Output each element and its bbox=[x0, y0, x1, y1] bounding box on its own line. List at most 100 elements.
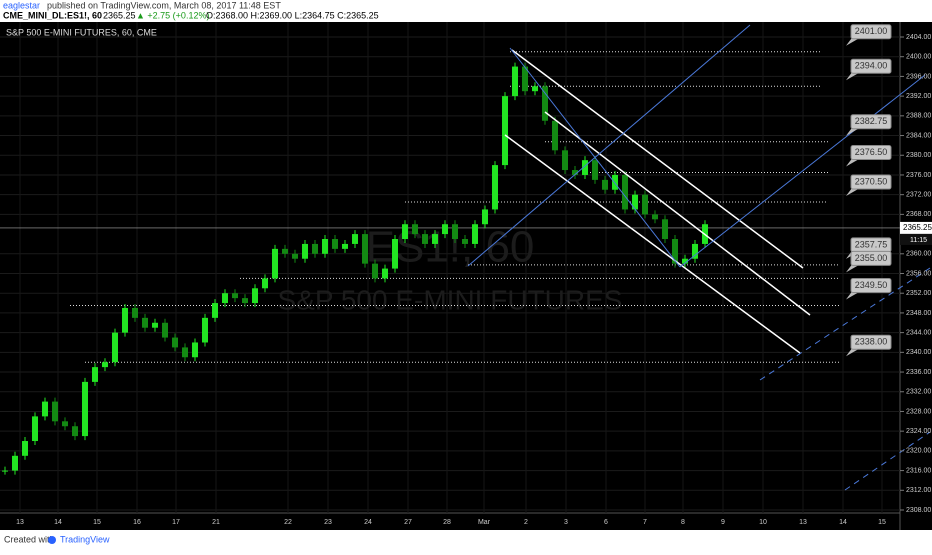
y-tick-label: 2360.00 bbox=[906, 251, 931, 258]
candle bbox=[492, 165, 498, 210]
level-callout bbox=[850, 58, 892, 74]
x-tick-label: 13 bbox=[799, 519, 807, 526]
y-tick-label: 2316.00 bbox=[906, 467, 931, 474]
candle bbox=[102, 362, 108, 368]
x-tick-label: 3 bbox=[564, 519, 568, 526]
watermark-symbol: ES1!, 60 bbox=[366, 223, 535, 272]
level-callout-pointer bbox=[846, 291, 860, 300]
candle bbox=[112, 332, 118, 363]
candle bbox=[402, 224, 408, 240]
x-tick-label: 23 bbox=[324, 519, 332, 526]
candle bbox=[252, 288, 258, 304]
y-tick-label: 2352.00 bbox=[906, 290, 931, 297]
countdown: 11:15 bbox=[910, 237, 927, 244]
level-label: 2376.50 bbox=[855, 147, 888, 157]
candle bbox=[302, 243, 308, 259]
candle bbox=[602, 179, 608, 190]
y-tick-label: 2400.00 bbox=[906, 54, 931, 61]
footer-brand[interactable]: TradingView bbox=[60, 534, 110, 544]
y-tick-label: 2332.00 bbox=[906, 389, 931, 396]
level-label: 2394.00 bbox=[855, 61, 888, 71]
level-callout bbox=[850, 144, 892, 160]
candle bbox=[52, 401, 58, 422]
candle bbox=[142, 317, 148, 328]
candle bbox=[332, 239, 338, 249]
y-tick-label: 2308.00 bbox=[906, 507, 931, 514]
x-tick-label: Mar bbox=[478, 519, 491, 526]
symbol: CME_MINI_DL:ES1!, 60 bbox=[3, 10, 102, 20]
y-tick-label: 2396.00 bbox=[906, 73, 931, 80]
candle bbox=[62, 421, 68, 427]
candle bbox=[212, 303, 218, 318]
x-tick-label: 10 bbox=[759, 519, 767, 526]
candle bbox=[592, 160, 598, 180]
x-tick-label: 15 bbox=[878, 519, 886, 526]
x-tick-label: 6 bbox=[604, 519, 608, 526]
level-callout-pointer bbox=[846, 72, 860, 81]
candle bbox=[42, 401, 48, 417]
candle bbox=[12, 455, 18, 471]
x-tick-label: 21 bbox=[212, 519, 220, 526]
level-callout bbox=[850, 24, 892, 40]
channel-line bbox=[511, 49, 804, 269]
level-callout-pointer bbox=[846, 188, 860, 197]
channel-line bbox=[504, 134, 801, 354]
candle bbox=[562, 150, 568, 171]
tradingview-logo bbox=[48, 536, 56, 544]
y-tick-label: 2404.00 bbox=[906, 34, 931, 41]
candle bbox=[692, 243, 698, 259]
candle bbox=[82, 381, 88, 437]
candle bbox=[162, 322, 168, 338]
countdown-box bbox=[900, 233, 932, 245]
candle bbox=[502, 96, 508, 166]
level-callout-pointer bbox=[846, 158, 860, 167]
candle bbox=[122, 307, 128, 333]
candle bbox=[322, 239, 328, 254]
change: ▲ +2.75 (+0.12%) bbox=[136, 10, 209, 20]
y-tick-label: 2372.00 bbox=[906, 192, 931, 199]
x-tick-label: 14 bbox=[54, 519, 62, 526]
level-callout bbox=[850, 174, 892, 190]
trend-line bbox=[467, 24, 751, 267]
x-tick-label: 2 bbox=[524, 519, 528, 526]
candle bbox=[382, 268, 388, 279]
trend-line bbox=[509, 47, 681, 268]
x-tick-label: 28 bbox=[443, 519, 451, 526]
candle bbox=[512, 66, 518, 97]
channel-line bbox=[544, 111, 811, 316]
candle bbox=[232, 293, 238, 299]
author[interactable]: eaglestar bbox=[3, 0, 40, 10]
candle bbox=[432, 234, 438, 244]
candle bbox=[542, 86, 548, 121]
candle bbox=[482, 209, 488, 225]
y-tick-label: 2348.00 bbox=[906, 310, 931, 317]
candle bbox=[272, 248, 278, 279]
y-tick-label: 2344.00 bbox=[906, 329, 931, 336]
candle bbox=[622, 174, 628, 210]
candle bbox=[352, 234, 358, 244]
y-tick-label: 2312.00 bbox=[906, 487, 931, 494]
x-tick-label: 7 bbox=[643, 519, 647, 526]
candle bbox=[2, 470, 8, 472]
chart-title: S&P 500 E-MINI FUTURES, 60, CME bbox=[6, 27, 157, 37]
level-label: 2357.75 bbox=[855, 239, 888, 249]
level-label: 2349.50 bbox=[855, 280, 888, 290]
watermark-name: S&P 500 E-MINI FUTURES bbox=[278, 284, 623, 315]
candle bbox=[412, 224, 418, 235]
level-callout bbox=[850, 334, 892, 350]
candle bbox=[662, 219, 668, 240]
footer-created: Created with bbox=[4, 534, 55, 544]
candle bbox=[342, 243, 348, 249]
x-tick-label: 13 bbox=[16, 519, 24, 526]
candle bbox=[652, 214, 658, 220]
y-tick-label: 2368.00 bbox=[906, 211, 931, 218]
y-tick-label: 2356.00 bbox=[906, 270, 931, 277]
candle bbox=[282, 248, 288, 254]
y-tick-label: 2380.00 bbox=[906, 152, 931, 159]
level-callout bbox=[850, 114, 892, 130]
candle bbox=[472, 224, 478, 244]
candle bbox=[72, 426, 78, 437]
y-tick-label: 2328.00 bbox=[906, 408, 931, 415]
candle bbox=[192, 342, 198, 358]
